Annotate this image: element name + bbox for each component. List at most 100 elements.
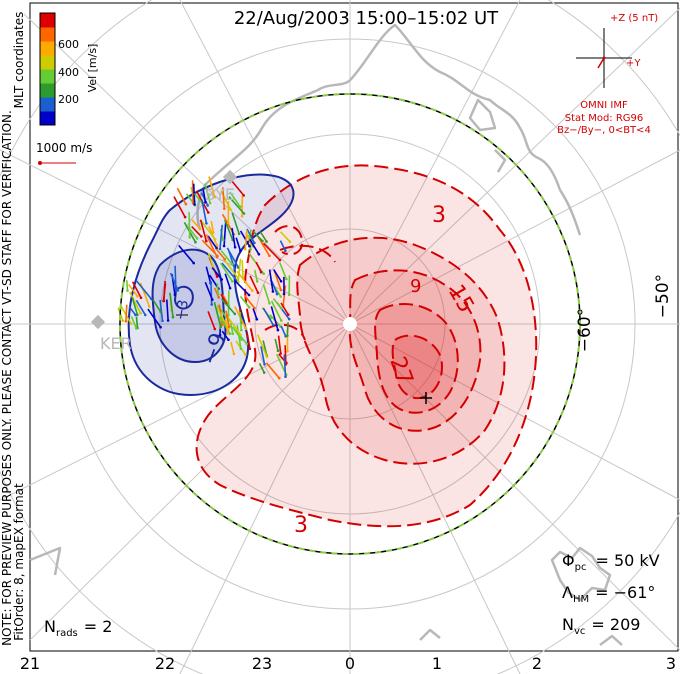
vector-origin — [233, 312, 237, 316]
velocity-vector — [246, 331, 251, 349]
colorbar-swatch — [40, 55, 55, 70]
velocity-vector — [282, 285, 287, 306]
preview-note: NOTE: FOR PREVIEW PURPOSES ONLY. PLEASE … — [0, 110, 14, 646]
velocity-vector — [191, 226, 202, 237]
lat-label-50: −50° — [653, 274, 673, 318]
vector-origin — [222, 244, 226, 248]
cross-polar-potential: Φpc = 50 kV — [562, 551, 660, 573]
vector-origin — [198, 227, 202, 231]
vector-origin — [253, 241, 256, 245]
velocity-vector — [173, 196, 186, 218]
velocity-vector — [226, 316, 242, 336]
colorbar-swatch — [40, 27, 55, 42]
vector-origin — [248, 244, 251, 248]
vector-origin — [287, 293, 291, 297]
vector-origin — [242, 194, 245, 197]
vector-origin — [173, 293, 177, 297]
vector-origin — [271, 323, 275, 327]
velocity-vector — [204, 281, 214, 300]
velocity-vector — [243, 294, 256, 309]
velocity-vector — [219, 262, 233, 282]
velocity-vector — [277, 335, 282, 354]
radar-site-sye: SYE — [205, 169, 238, 204]
map-statistics: Φpc = 50 kV ΛHM = −61° Nvc = 209 Nrads = 2 — [44, 551, 660, 639]
velocity-vector — [270, 300, 283, 321]
vector-origin — [275, 292, 279, 296]
velocity-vector — [193, 193, 204, 205]
velocity-vector — [239, 230, 251, 247]
vector-origin — [228, 286, 232, 290]
vector-origin — [129, 322, 133, 325]
velocity-vector — [270, 306, 279, 331]
vector-origin — [221, 238, 225, 242]
velocity-vector — [210, 220, 215, 233]
vector-origin — [124, 319, 128, 323]
velocity-vector — [210, 280, 213, 305]
velocity-vector — [235, 237, 242, 252]
velocity-vector — [262, 307, 274, 326]
vector-origin — [240, 215, 244, 218]
vector-origin — [148, 305, 151, 308]
vector-origin — [212, 231, 215, 234]
vector-origin — [249, 248, 252, 251]
velocity-vector — [231, 227, 236, 248]
colorbar-swatch — [40, 41, 55, 56]
colorbar-tick: 600 — [58, 38, 79, 51]
vector-origin — [265, 240, 268, 243]
velocity-vector — [256, 334, 268, 358]
vector-origin — [139, 311, 142, 315]
velocity-vector — [246, 228, 256, 244]
vector-origin — [213, 327, 217, 331]
velocity-vector — [178, 244, 195, 264]
vector-origin — [218, 247, 222, 251]
velocity-vector — [213, 287, 220, 298]
imf-source: OMNI IMF — [580, 100, 628, 111]
vector-origin — [227, 325, 231, 329]
vector-origin — [229, 208, 232, 211]
velocity-vector — [135, 299, 146, 316]
vector-origin — [233, 246, 237, 249]
velocity-vector — [202, 189, 207, 203]
radar-label-ker: KER — [100, 334, 132, 353]
vector-origin — [217, 293, 220, 296]
velocity-vector — [286, 322, 289, 336]
velocity-vector — [166, 299, 169, 321]
velocity-scale: 1000 m/s — [36, 141, 92, 165]
velocity-vector — [221, 330, 230, 341]
vector-origin — [159, 325, 162, 329]
positive-potential-cell — [196, 165, 537, 527]
vector-origin — [251, 289, 254, 292]
vector-origin — [279, 288, 283, 292]
vector-origin — [183, 215, 187, 219]
velocity-vector — [222, 294, 230, 306]
coordinate-system-label: MLT coordinates — [12, 12, 26, 109]
vector-origin — [121, 319, 125, 323]
velocity-vector — [191, 219, 201, 230]
vector-origin — [243, 247, 247, 251]
velocity-vector — [221, 262, 239, 283]
vector-origin — [242, 212, 246, 215]
vector-origin — [192, 261, 195, 265]
colorbar-label: Vel [m/s] — [86, 44, 99, 93]
vector-origin — [259, 270, 263, 274]
vector-origin — [228, 332, 232, 336]
vector-origin — [276, 349, 280, 353]
velocity-vector — [224, 273, 231, 289]
mlt-label: 2 — [532, 654, 542, 673]
vector-origin — [207, 211, 210, 214]
mlt-axis: 21 22 23 0 1 2 3 — [20, 654, 676, 673]
vector-origin — [279, 280, 283, 283]
velocity-vector — [220, 250, 233, 265]
coastline — [29, 23, 623, 646]
vector-origin — [204, 201, 207, 204]
vector-origin — [176, 289, 180, 292]
velocity-vector — [229, 322, 234, 334]
velocity-vector — [228, 196, 245, 215]
velocity-vector — [223, 220, 227, 247]
velocity-vector — [207, 235, 218, 249]
vector-origin — [136, 294, 139, 298]
vector-origin — [136, 313, 139, 317]
pole-marker — [343, 317, 357, 331]
vector-origin — [126, 289, 129, 292]
